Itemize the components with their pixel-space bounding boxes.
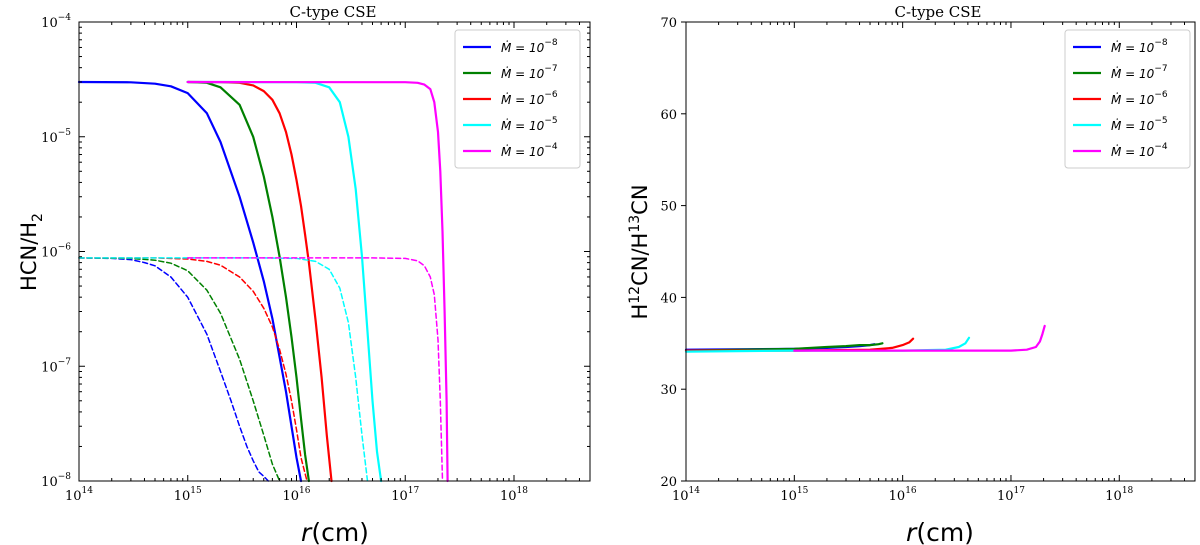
- series-line-left-4: [186, 80, 449, 483]
- left-series-group: [77, 80, 449, 483]
- x-tick-label: 1015: [780, 486, 808, 504]
- left-chart-title: C-type CSE: [290, 3, 377, 21]
- right-axes-frame: [685, 21, 1196, 482]
- y-tick-label: 50: [660, 200, 677, 215]
- legend-label: Ṁ = 10−8: [501, 38, 558, 55]
- y-tick-label: 10−7: [41, 357, 71, 375]
- x-tick-label: 1015: [174, 486, 202, 504]
- right-axis-ticks: 1014 1015 1016 1017 1018 20 30 40 50 60 70: [660, 16, 1196, 504]
- series-line-left-5: [78, 257, 270, 482]
- right-series-group: [684, 324, 1046, 353]
- left-legend: Ṁ = 10−8 Ṁ = 10−7 Ṁ = 10−6 Ṁ = 10−5 Ṁ = 10−4: [454, 29, 581, 169]
- right-legend: Ṁ = 10−8 Ṁ = 10−7 Ṁ = 10−6 Ṁ = 10−5 Ṁ = 10−4: [1064, 29, 1191, 169]
- left-x-axis-label: r(cm): [301, 518, 369, 545]
- right-y-axis-label: H12CN/H13CN: [627, 184, 652, 319]
- y-tick-label: 40: [660, 291, 677, 306]
- series-line-left-7: [78, 257, 308, 482]
- x-tick-label: 1016: [282, 486, 310, 504]
- right-x-axis-label: r(cm): [906, 518, 974, 545]
- y-tick-label: 10−8: [41, 472, 71, 490]
- legend-label: Ṁ = 10−8: [1111, 38, 1168, 55]
- y-tick-label: 20: [660, 475, 677, 490]
- series-line-right-1: [684, 342, 884, 352]
- y-tick-label: 10−6: [41, 243, 71, 261]
- legend-label: Ṁ = 10−7: [501, 64, 558, 81]
- left-chart: C-type CSE 1014 1015 1016 1017 101810−810−71…: [17, 3, 591, 545]
- y-tick-label: 10−5: [41, 128, 71, 146]
- x-tick-label: 1017: [391, 486, 419, 504]
- legend-label: Ṁ = 10−7: [1111, 64, 1168, 81]
- legend-label: Ṁ = 10−4: [1111, 142, 1168, 159]
- legend-box: [454, 29, 581, 169]
- legend-label: Ṁ = 10−6: [501, 90, 558, 107]
- legend-label: Ṁ = 10−5: [1111, 116, 1168, 133]
- legend-box: [1064, 29, 1191, 169]
- series-line-left-9: [186, 257, 444, 482]
- x-tick-label: 1014: [65, 486, 93, 504]
- x-tick-label: 1016: [889, 486, 917, 504]
- right-chart: C-type CSE 1014 1015 1016 1017 1018 20 30 40 50 6…: [627, 3, 1196, 545]
- series-line-right-4: [793, 324, 1046, 352]
- series-line-left-2: [186, 80, 333, 483]
- legend-label: Ṁ = 10−4: [501, 142, 558, 159]
- x-tick-label: 1017: [997, 486, 1025, 504]
- x-tick-label: 1014: [672, 486, 700, 504]
- right-chart-title: C-type CSE: [895, 3, 982, 21]
- series-line-left-6: [78, 257, 281, 482]
- series-line-left-8: [78, 257, 369, 482]
- left-axis-ticks: 1014 1015 1016 1017 1018 10−8 10−7 10−6 10−5 10−4: [41, 13, 591, 504]
- series-line-left-1: [186, 80, 310, 483]
- y-tick-label: 10−4: [41, 13, 71, 31]
- x-tick-label: 1018: [500, 486, 528, 504]
- legend-label: Ṁ = 10−5: [501, 116, 558, 133]
- y-tick-label: 70: [660, 16, 677, 31]
- y-tick-label: 60: [660, 108, 677, 123]
- series-line-left-0: [77, 80, 303, 483]
- legend-label: Ṁ = 10−6: [1111, 90, 1168, 107]
- y-tick-label: 30: [660, 383, 677, 398]
- x-tick-label: 1018: [1105, 486, 1133, 504]
